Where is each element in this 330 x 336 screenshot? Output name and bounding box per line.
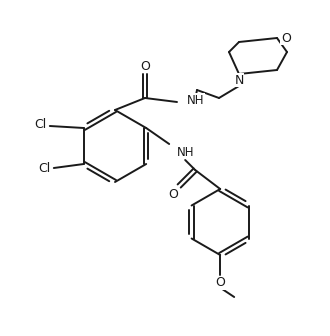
Text: O: O [168,187,178,201]
Text: O: O [215,277,225,290]
Text: O: O [140,59,150,73]
Text: Cl: Cl [39,163,51,175]
Text: O: O [281,32,291,44]
Text: NH: NH [187,93,205,107]
Text: Cl: Cl [35,119,47,131]
Text: NH: NH [177,145,195,159]
Text: N: N [234,74,244,86]
